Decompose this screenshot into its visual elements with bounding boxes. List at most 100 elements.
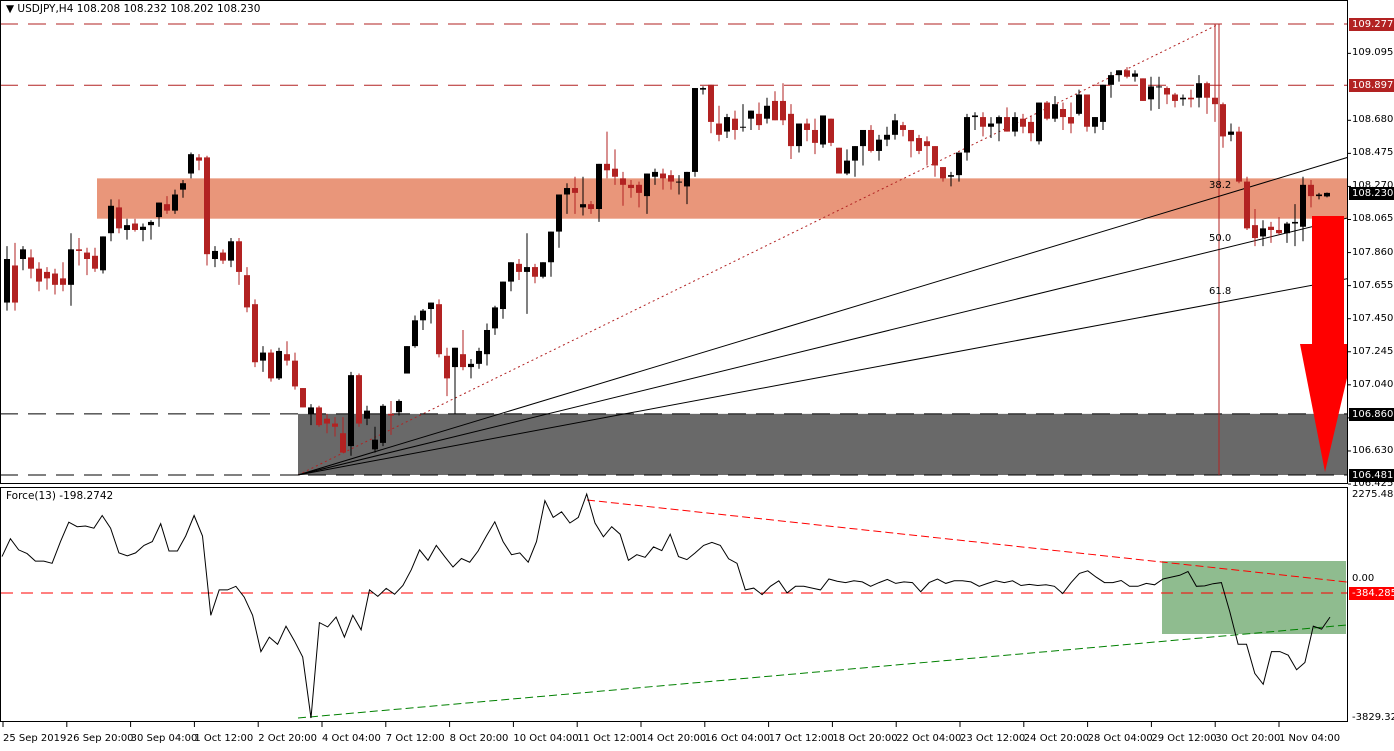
candle-body (20, 249, 26, 260)
time-axis-label: 1 Oct 12:00 (194, 733, 254, 744)
time-axis-label: 17 Oct 12:00 (768, 733, 834, 744)
force-axis-label: -3829.327 (1352, 712, 1394, 723)
fib-label-61-8: 61.8 (1209, 286, 1232, 297)
candle-body (228, 241, 234, 261)
candle-body (500, 281, 506, 310)
force-consolidation-zone (1162, 561, 1346, 634)
candle-body (1028, 121, 1034, 134)
price-chart-panel[interactable] (0, 0, 1348, 484)
candle-body (1148, 86, 1154, 100)
candle-body (1156, 86, 1162, 88)
candle-body (460, 354, 466, 368)
candle-body (684, 171, 690, 187)
candle-body (396, 400, 402, 413)
candle-body (860, 129, 866, 147)
price-axis-label: 106.425 (1352, 478, 1394, 490)
chart-title: ▼ USDJPY,H4 108.208 108.232 108.202 108.… (6, 3, 261, 15)
candle-body (716, 123, 722, 135)
candle-body (1252, 225, 1258, 239)
candle-body (964, 117, 970, 153)
price-tag-109-277: 109.277 (1349, 18, 1394, 31)
candle-body (908, 129, 914, 142)
time-axis-label: 30 Sep 04:00 (130, 733, 198, 744)
candle-body (1260, 228, 1266, 237)
candle-body (1020, 118, 1026, 127)
candle-body (580, 204, 586, 208)
force-reference-tag: -384.2858 (1349, 587, 1394, 600)
candle-body (308, 407, 314, 414)
time-axis-label: 10 Oct 04:00 (513, 733, 579, 744)
candle-body (1052, 104, 1058, 119)
time-axis-label: 23 Oct 12:00 (960, 733, 1026, 744)
candle-body (676, 181, 682, 183)
candle-body (1100, 84, 1106, 122)
candle-body (604, 163, 610, 171)
candle-body (244, 275, 250, 308)
time-axis-label: 30 Oct 20:00 (1215, 733, 1281, 744)
candle-body (884, 134, 890, 140)
candle-body (660, 173, 666, 179)
candle-body (1124, 70, 1130, 77)
fib-fan-line-0 (297, 157, 1347, 476)
candle-body (652, 171, 658, 177)
candle-body (548, 231, 554, 263)
price-axis-label: 107.450 (1352, 312, 1394, 324)
fib-fan-line-2 (297, 278, 1347, 476)
candle-body (68, 249, 74, 285)
candle-body (692, 88, 698, 172)
candle-body (300, 388, 306, 408)
candle-body (220, 252, 226, 261)
time-axis-label: 18 Oct 20:00 (832, 733, 898, 744)
candle-body (1180, 97, 1186, 100)
candle-body (772, 100, 778, 121)
candle-body (532, 267, 538, 277)
candle-body (180, 183, 186, 190)
time-axis-label: 8 Oct 20:00 (449, 733, 509, 744)
candle-body (572, 188, 578, 193)
candle-body (988, 123, 994, 127)
candle-body (668, 175, 674, 182)
candle-body (84, 252, 90, 260)
candle-body (332, 423, 338, 427)
candle-body (492, 307, 498, 329)
candle-body (740, 126, 746, 128)
force-axis-label: 2275.4894 (1352, 489, 1394, 500)
candle-body (252, 304, 258, 363)
candle-body (612, 168, 618, 177)
candle-body (916, 138, 922, 151)
price-axis-label: 107.245 (1352, 345, 1394, 357)
candle-body (204, 157, 210, 255)
candle-body (372, 439, 378, 450)
candle-body (1108, 75, 1114, 85)
candle-body (1212, 97, 1218, 105)
candle-body (92, 255, 98, 269)
fib-label-50-0: 50.0 (1209, 233, 1232, 244)
candle-body (1284, 223, 1290, 234)
time-axis-label: 16 Oct 04:00 (704, 733, 770, 744)
candle-body (484, 329, 490, 355)
candle-body (1268, 226, 1274, 230)
candle-body (804, 123, 810, 130)
candle-body (748, 110, 754, 119)
candle-body (1172, 94, 1178, 101)
price-tag-108-230: 108.230 (1349, 186, 1394, 200)
candle-body (52, 273, 58, 285)
candle-body (1244, 181, 1250, 229)
candle-body (1204, 83, 1210, 98)
candle-body (124, 225, 130, 230)
candle-body (324, 418, 330, 424)
force-uptrend-line (297, 624, 1348, 719)
candle-body (596, 163, 602, 210)
candle-body (1220, 104, 1226, 137)
candle-body (812, 129, 818, 143)
candle-body (756, 113, 762, 126)
candle-body (1116, 70, 1122, 76)
candle-body (44, 271, 50, 279)
candle-body (836, 147, 842, 174)
force-indicator-panel[interactable] (0, 487, 1348, 722)
candle-body (708, 84, 714, 122)
candle-body (1068, 117, 1074, 124)
candle-body (476, 350, 482, 364)
candle-body (628, 184, 634, 189)
candle-body (12, 265, 18, 303)
